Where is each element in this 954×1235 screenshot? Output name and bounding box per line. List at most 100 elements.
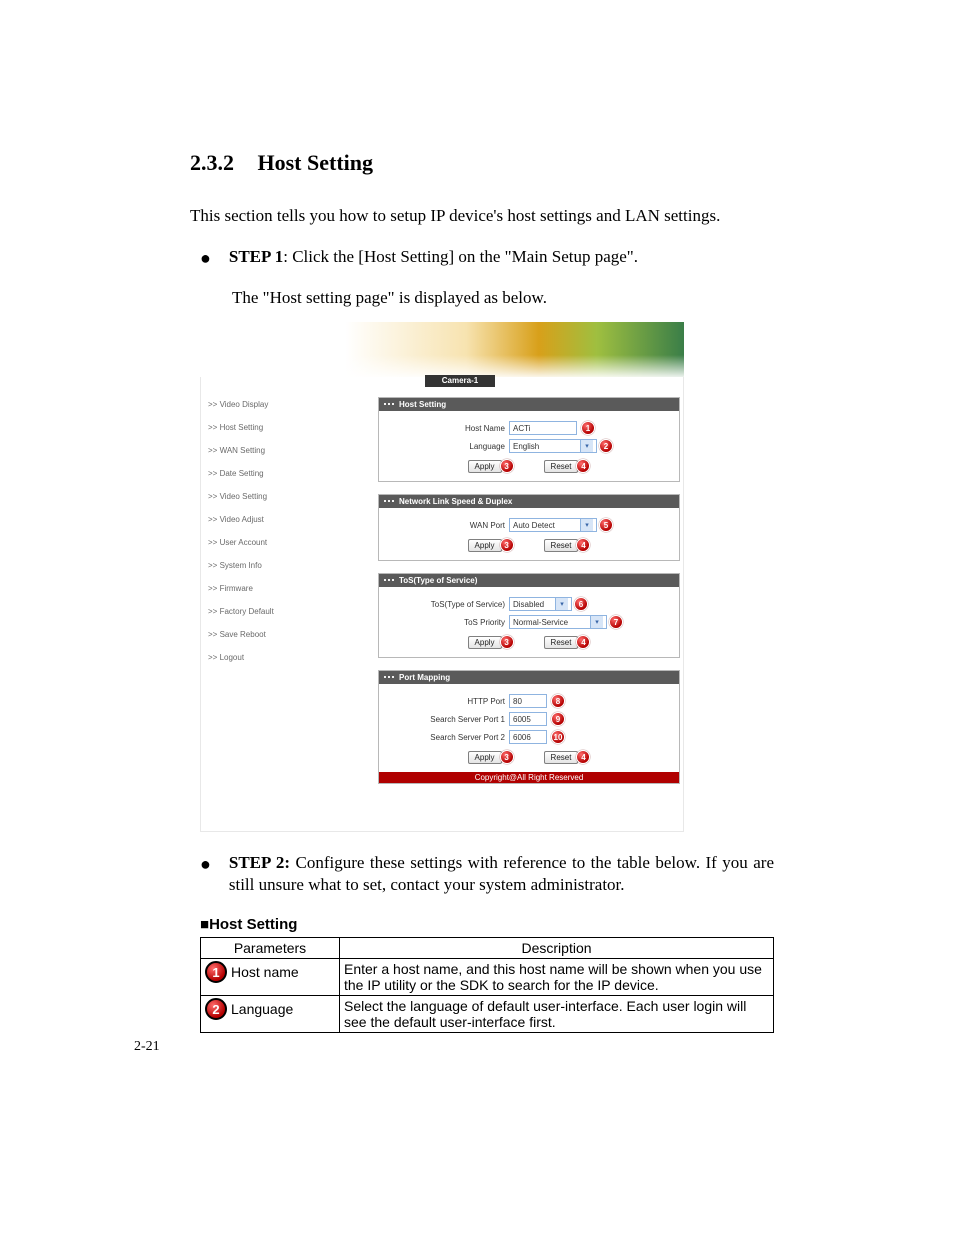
http-input[interactable]: 80 — [509, 694, 547, 708]
intro-text: This section tells you how to setup IP d… — [190, 202, 774, 230]
desc-language: Select the language of default user-inte… — [340, 996, 774, 1033]
tos-select[interactable]: Disabled ▾ — [509, 597, 572, 611]
nav-wan-setting[interactable]: >> WAN Setting — [208, 446, 328, 455]
prio-select[interactable]: Normal-Service ▾ — [509, 615, 607, 629]
ss2-label: Search Server Port 2 — [385, 733, 509, 742]
bullet-icon: ● — [200, 248, 211, 268]
ss2-input[interactable]: 6006 — [509, 730, 547, 744]
ss1-input[interactable]: 6005 — [509, 712, 547, 726]
section-host-title: Host Setting — [379, 398, 679, 411]
hostname-label: Host Name — [385, 424, 509, 433]
http-label: HTTP Port — [385, 697, 509, 706]
nav-user-account[interactable]: >> User Account — [208, 538, 328, 547]
desc-hostname: Enter a host name, and this host name wi… — [340, 959, 774, 996]
table-header-row: Parameters Description — [201, 938, 774, 959]
host-setting-screenshot: Camera-1 >> Video Display >> Host Settin… — [200, 322, 684, 832]
callout-4a: 4 — [576, 459, 590, 473]
step2-label: STEP 2: — [229, 853, 290, 872]
th-desc: Description — [340, 938, 774, 959]
step1-sub: The "Host setting page" is displayed as … — [232, 288, 774, 308]
param-hostname: Host name — [231, 964, 299, 980]
section-tos-title: ToS(Type of Service) — [379, 574, 679, 587]
section-port-title: Port Mapping — [379, 671, 679, 684]
callout-7: 7 — [609, 615, 623, 629]
square-icon: ■ — [200, 916, 209, 933]
heading-number: 2.3.2 — [190, 150, 252, 176]
main-panel: Host Setting Host Name ACTi 1 Language E… — [378, 397, 680, 784]
nav-firmware[interactable]: >> Firmware — [208, 584, 328, 593]
prio-value: Normal-Service — [513, 618, 568, 627]
nav-logout[interactable]: >> Logout — [208, 653, 328, 662]
language-label: Language — [385, 442, 509, 451]
wan-select[interactable]: Auto Detect ▾ — [509, 518, 597, 532]
table-title: ■Host Setting — [200, 916, 774, 933]
callout-2: 2 — [599, 439, 613, 453]
section-tos: ToS(Type of Service) ToS(Type of Service… — [378, 573, 680, 658]
port-apply-button[interactable]: Apply — [468, 751, 502, 764]
section-host: Host Setting Host Name ACTi 1 Language E… — [378, 397, 680, 482]
nav-date-setting[interactable]: >> Date Setting — [208, 469, 328, 478]
param-language: Language — [231, 1001, 293, 1017]
chevron-down-icon: ▾ — [580, 440, 593, 452]
th-param: Parameters — [201, 938, 340, 959]
callout-4b: 4 — [576, 538, 590, 552]
section-link: Network Link Speed & Duplex WAN Port Aut… — [378, 494, 680, 561]
table-row: 1 Host name Enter a host name, and this … — [201, 959, 774, 996]
hostname-input[interactable]: ACTi — [509, 421, 577, 435]
ss1-label: Search Server Port 1 — [385, 715, 509, 724]
link-apply-button[interactable]: Apply — [468, 539, 502, 552]
link-reset-button[interactable]: Reset — [544, 539, 579, 552]
step-1: ● STEP 1: Click the [Host Setting] on th… — [200, 246, 774, 268]
language-select[interactable]: English ▾ — [509, 439, 597, 453]
tos-label: ToS(Type of Service) — [385, 600, 509, 609]
prio-label: ToS Priority — [385, 618, 509, 627]
nav-factory-default[interactable]: >> Factory Default — [208, 607, 328, 616]
callout-3c: 3 — [500, 635, 514, 649]
section-port: Port Mapping HTTP Port 80 8 Search Serve… — [378, 670, 680, 784]
chevron-down-icon: ▾ — [580, 519, 593, 531]
step-2: ● STEP 2: Configure these settings with … — [200, 852, 774, 896]
port-reset-button[interactable]: Reset — [544, 751, 579, 764]
nav-video-setting[interactable]: >> Video Setting — [208, 492, 328, 501]
host-reset-button[interactable]: Reset — [544, 460, 579, 473]
callout-4c: 4 — [576, 635, 590, 649]
tos-reset-button[interactable]: Reset — [544, 636, 579, 649]
tos-apply-button[interactable]: Apply — [468, 636, 502, 649]
chevron-down-icon: ▾ — [555, 598, 568, 610]
row-number-2: 2 — [205, 998, 227, 1020]
callout-6: 6 — [574, 597, 588, 611]
section-link-title: Network Link Speed & Duplex — [379, 495, 679, 508]
wan-value: Auto Detect — [513, 521, 555, 530]
tos-value: Disabled — [513, 600, 544, 609]
callout-3d: 3 — [500, 750, 514, 764]
row-number-1: 1 — [205, 961, 227, 983]
callout-1: 1 — [581, 421, 595, 435]
nav-system-info[interactable]: >> System Info — [208, 561, 328, 570]
nav-video-adjust[interactable]: >> Video Adjust — [208, 515, 328, 524]
heading-text: Host Setting — [258, 150, 374, 175]
nav-save-reboot[interactable]: >> Save Reboot — [208, 630, 328, 639]
step2-text: Configure these settings with reference … — [229, 853, 774, 894]
table-row: 2 Language Select the language of defaul… — [201, 996, 774, 1033]
section-heading: 2.3.2 Host Setting — [190, 150, 774, 176]
callout-10: 10 — [551, 730, 565, 744]
camera-label: Camera-1 — [425, 375, 495, 387]
table-title-text: Host Setting — [209, 916, 297, 933]
page-number: 2-21 — [134, 1039, 160, 1055]
copyright-bar: Copyright@All Right Reserved — [379, 772, 679, 783]
nav-host-setting[interactable]: >> Host Setting — [208, 423, 328, 432]
wan-label: WAN Port — [385, 521, 509, 530]
banner-gradient — [200, 322, 684, 377]
callout-4d: 4 — [576, 750, 590, 764]
bullet-icon: ● — [200, 854, 211, 874]
host-apply-button[interactable]: Apply — [468, 460, 502, 473]
step1-label: STEP 1 — [229, 247, 283, 266]
chevron-down-icon: ▾ — [590, 616, 603, 628]
callout-3a: 3 — [500, 459, 514, 473]
callout-8: 8 — [551, 694, 565, 708]
language-value: English — [513, 442, 539, 451]
nav-video-display[interactable]: >> Video Display — [208, 400, 328, 409]
callout-5: 5 — [599, 518, 613, 532]
description-table: Parameters Description 1 Host name Enter… — [200, 937, 774, 1033]
callout-3b: 3 — [500, 538, 514, 552]
